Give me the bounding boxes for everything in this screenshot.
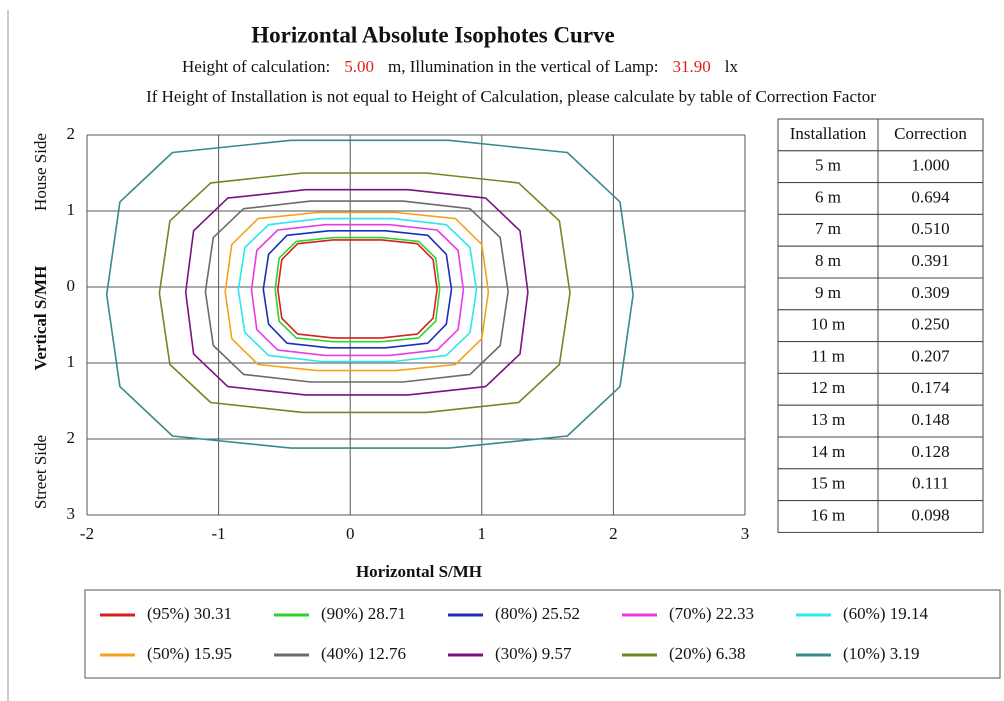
- table-cell-text: 0.207: [911, 346, 950, 365]
- isophote-curve: [224, 211, 490, 372]
- table-cell-text: 7 m: [815, 219, 841, 238]
- y-side-label: Street Side: [31, 435, 50, 509]
- note: If Height of Installation is not equal t…: [146, 87, 876, 106]
- table-cell: [877, 309, 984, 343]
- y-tick-label: 2: [67, 124, 76, 143]
- subtitle-part: lx: [725, 57, 739, 76]
- isophote-curve: [204, 200, 509, 383]
- table-cell: [777, 245, 879, 279]
- subtitle-part: m, Illumination in the vertical of Lamp:: [388, 57, 659, 76]
- table-cell-text: 16 m: [811, 505, 845, 524]
- table-cell: [777, 341, 879, 374]
- table-cell-text: 0.098: [911, 505, 949, 524]
- table-cell-text: 10 m: [811, 315, 845, 334]
- legend-label: (95%) 30.31: [147, 604, 232, 623]
- legend-label: (20%) 6.38: [669, 644, 745, 663]
- legend-label: (40%) 12.76: [321, 644, 406, 663]
- y-tick-label: 1: [67, 352, 76, 371]
- table-cell-text: 11 m: [811, 346, 845, 365]
- isophote-curve: [184, 188, 529, 396]
- isophote-curve: [276, 239, 438, 339]
- isophote-curve: [250, 223, 465, 357]
- table-cell-text: 0.694: [911, 187, 950, 206]
- table-cell-text: 6 m: [815, 187, 841, 206]
- x-tick-label: 1: [478, 524, 487, 543]
- isophote-curve: [105, 139, 634, 449]
- legend-label: (50%) 15.95: [147, 644, 232, 663]
- table-cell-text: 5 m: [815, 156, 841, 175]
- table-cell: [777, 404, 879, 438]
- table-header: Installation: [790, 124, 867, 143]
- x-axis-label: Horizontal S/MH: [356, 562, 482, 581]
- y-side-label: House Side: [31, 133, 50, 211]
- table-cell-text: 13 m: [811, 410, 845, 429]
- table-cell: [877, 436, 984, 470]
- table-cell: [777, 182, 879, 215]
- legend-label: (60%) 19.14: [843, 604, 928, 623]
- x-tick-label: 2: [609, 524, 618, 543]
- legend-label: (30%) 9.57: [495, 644, 572, 663]
- legend-box: [84, 589, 1001, 679]
- table-cell: [777, 213, 879, 247]
- legend-label: (10%) 3.19: [843, 644, 919, 663]
- chart-title: Horizontal Absolute Isophotes Curve: [251, 22, 615, 47]
- x-tick-label: -1: [212, 524, 226, 543]
- table-cell: [877, 372, 984, 406]
- table-cell: [877, 404, 984, 438]
- y-tick-label: 0: [67, 276, 76, 295]
- table-cell-text: 0.111: [912, 474, 949, 493]
- x-tick-label: 3: [741, 524, 750, 543]
- table-cell: [877, 341, 984, 374]
- x-tick-label: -2: [80, 524, 94, 543]
- table-cell-text: 1.000: [911, 156, 949, 175]
- table-cell-text: 12 m: [811, 378, 845, 397]
- table-cell: [877, 500, 984, 533]
- table-cell: [777, 372, 879, 406]
- y-axis-label: Vertical S/MH: [31, 266, 50, 371]
- isophote-curve: [158, 172, 571, 414]
- table-cell: [777, 309, 879, 343]
- table-header: Correction: [894, 124, 967, 143]
- table-cell-text: 0.174: [911, 378, 950, 397]
- y-tick-label: 3: [67, 504, 76, 523]
- subtitle-part: 31.90: [673, 57, 711, 76]
- table-cell-text: 15 m: [811, 474, 845, 493]
- table-cell: [777, 277, 879, 311]
- table-cell-text: 0.250: [911, 315, 949, 334]
- table-cell: [877, 182, 984, 215]
- table-cell: [777, 500, 879, 533]
- isophote-curve: [262, 230, 453, 349]
- x-tick-label: 0: [346, 524, 355, 543]
- table-cell-text: 0.148: [911, 410, 949, 429]
- y-tick-label: 2: [67, 428, 76, 447]
- legend-label: (70%) 22.33: [669, 604, 754, 623]
- table-cell: [877, 150, 984, 184]
- legend-label: (90%) 28.71: [321, 604, 406, 623]
- subtitle: Height of calculation: 5.00 m, Illuminatio…: [182, 57, 738, 76]
- table-cell-text: 8 m: [815, 251, 841, 270]
- table-cell-text: 0.391: [911, 251, 949, 270]
- table-cell-text: 0.309: [911, 283, 949, 302]
- table-cell-text: 9 m: [815, 283, 841, 302]
- table-cell-text: 0.128: [911, 442, 949, 461]
- table-cell-text: 0.510: [911, 219, 949, 238]
- table-cell: [877, 245, 984, 279]
- subtitle-part: 5.00: [344, 57, 374, 76]
- isophote-curve: [274, 236, 441, 343]
- table-cell-text: 14 m: [811, 442, 845, 461]
- isophote-curve: [237, 217, 478, 363]
- legend-label: (80%) 25.52: [495, 604, 580, 623]
- table-cell: [877, 468, 984, 502]
- y-tick-label: 1: [67, 200, 76, 219]
- table-cell: [877, 213, 984, 247]
- subtitle-part: Height of calculation:: [182, 57, 330, 76]
- table-cell: [777, 468, 879, 502]
